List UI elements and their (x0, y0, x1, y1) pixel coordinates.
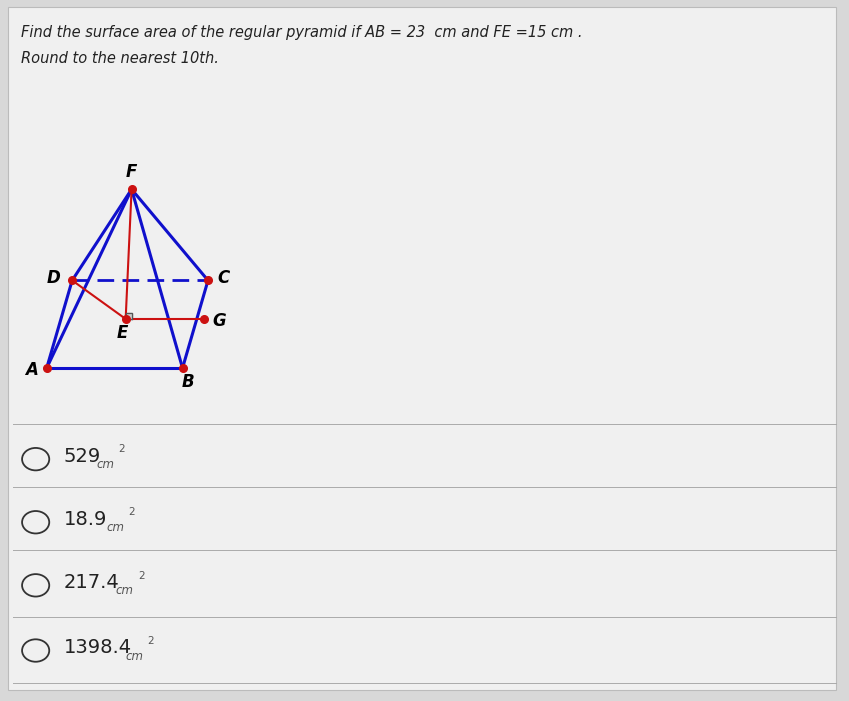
Text: F: F (126, 163, 138, 181)
Text: D: D (47, 269, 60, 287)
Text: 2: 2 (118, 444, 125, 454)
FancyBboxPatch shape (8, 7, 836, 690)
Polygon shape (126, 313, 132, 319)
Text: 1398.4: 1398.4 (64, 638, 132, 658)
Text: E: E (116, 324, 128, 342)
Text: cm: cm (106, 522, 124, 534)
Text: B: B (182, 373, 194, 391)
Text: 2: 2 (138, 571, 144, 580)
Text: 18.9: 18.9 (64, 510, 107, 529)
Text: C: C (217, 269, 229, 287)
Text: 2: 2 (128, 508, 135, 517)
Text: G: G (212, 312, 226, 330)
Text: cm: cm (115, 585, 134, 597)
Text: 2: 2 (148, 636, 155, 646)
Text: A: A (25, 361, 38, 379)
Text: cm: cm (97, 458, 115, 471)
Text: cm: cm (126, 650, 143, 662)
Text: 529: 529 (64, 447, 101, 466)
Text: Find the surface area of the regular pyramid if AB = 23  cm and FE =15 cm .: Find the surface area of the regular pyr… (21, 25, 582, 39)
Text: Round to the nearest 10th.: Round to the nearest 10th. (21, 51, 219, 66)
Text: 217.4: 217.4 (64, 573, 120, 592)
